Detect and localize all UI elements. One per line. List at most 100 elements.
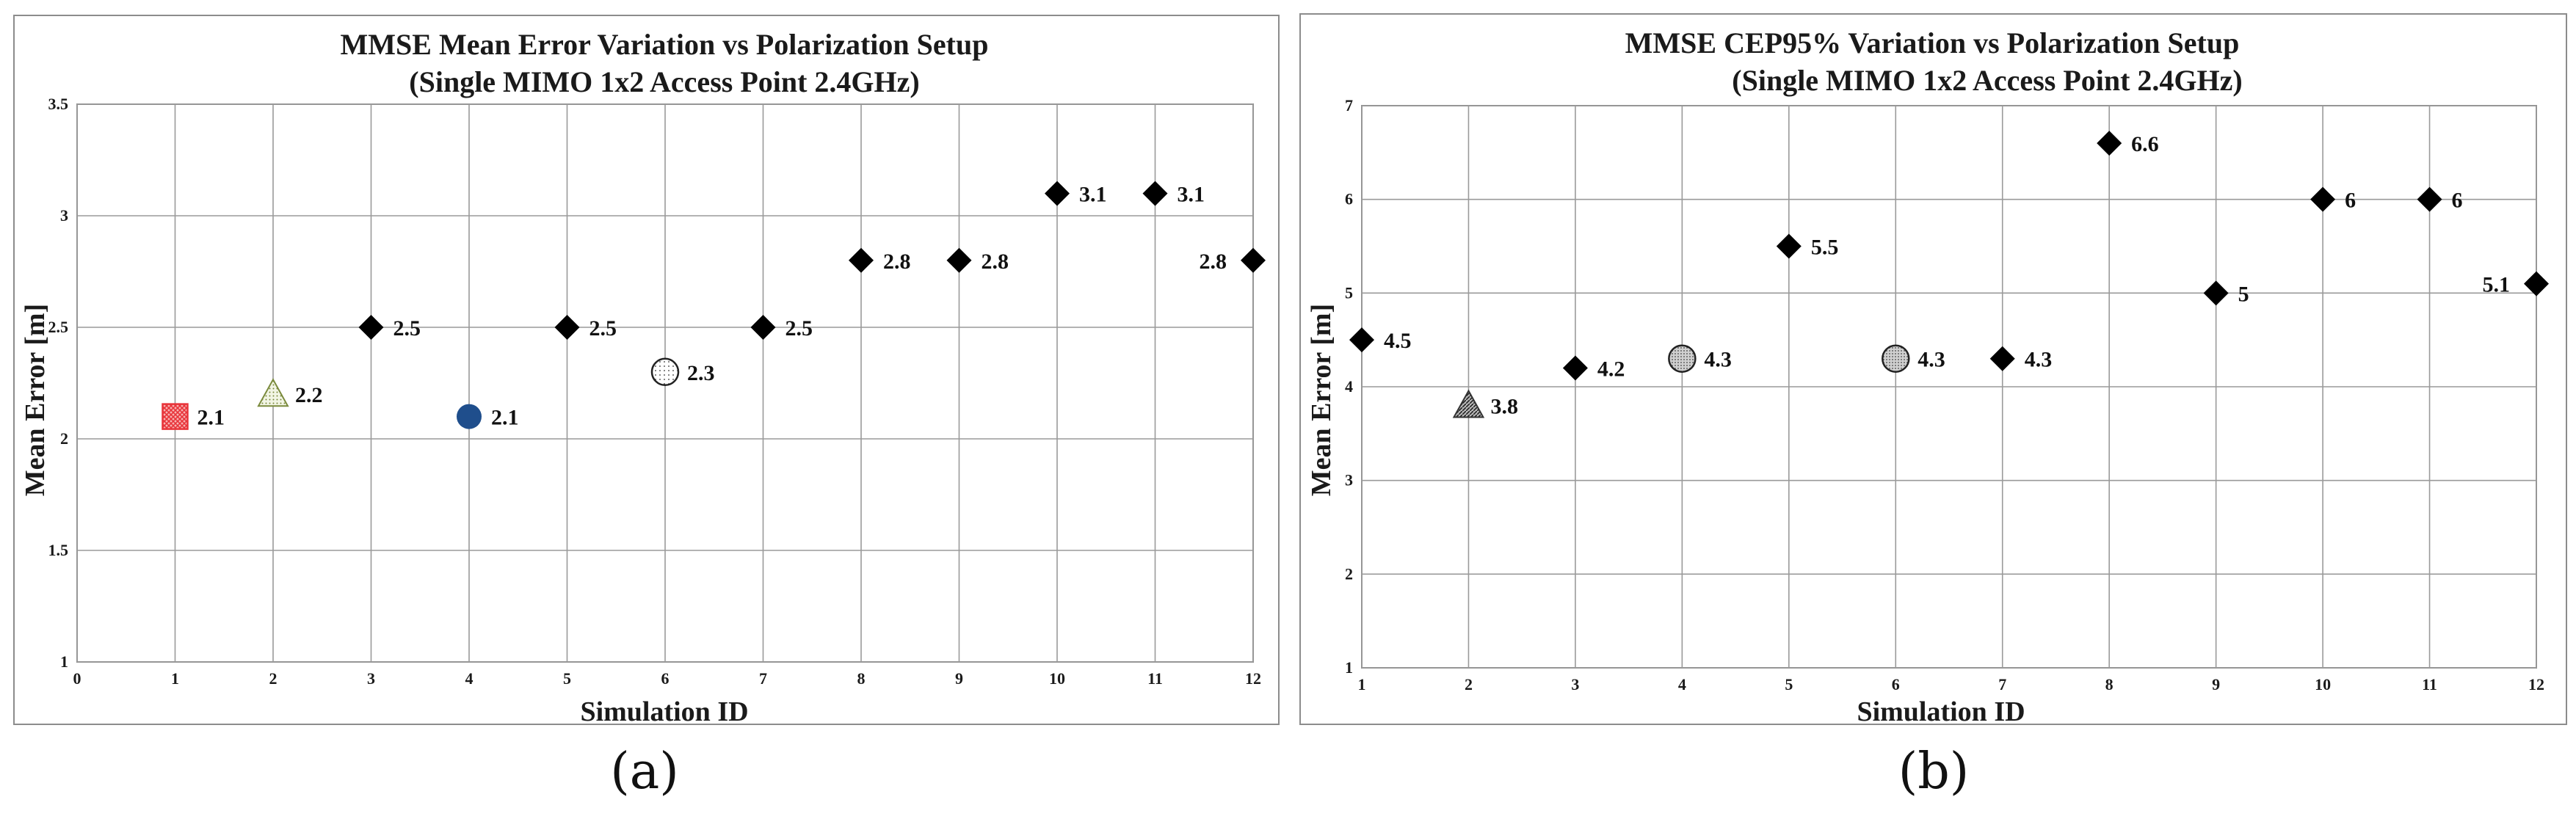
x-tick-label: 6 bbox=[1892, 675, 1900, 694]
chart-a-x-axis-title: Simulation ID bbox=[580, 696, 748, 727]
dotted-circle-marker bbox=[1668, 344, 1697, 373]
data-point-2: 3.8 bbox=[1452, 389, 1518, 419]
data-label: 5.5 bbox=[1811, 236, 1839, 260]
data-point-12: 2.8 bbox=[1200, 247, 1266, 274]
dotted-circle-marker bbox=[650, 357, 680, 387]
y-tick-label: 3 bbox=[60, 206, 68, 225]
diamond-marker bbox=[554, 315, 580, 340]
data-label: 2.2 bbox=[295, 383, 323, 407]
chart-b-title-line2: (Single MIMO 1x2 Access Point 2.4GHz) bbox=[1732, 64, 2242, 97]
data-point-1: 4.5 bbox=[1349, 327, 1412, 353]
data-label: 4.3 bbox=[1918, 348, 1945, 372]
data-label: 4.5 bbox=[1384, 329, 1412, 353]
data-point-2: 2.2 bbox=[257, 378, 323, 407]
diamond-marker bbox=[1989, 346, 2015, 371]
data-point-5: 5.5 bbox=[1776, 233, 1839, 260]
x-tick-label: 5 bbox=[1785, 675, 1793, 694]
data-point-1: 2.1 bbox=[162, 403, 225, 430]
data-point-10: 3.1 bbox=[1045, 181, 1107, 207]
diamond-marker bbox=[1045, 181, 1070, 206]
data-label: 4.3 bbox=[2025, 348, 2053, 372]
chart-a-title-line2: (Single MIMO 1x2 Access Point 2.4GHz) bbox=[409, 65, 919, 98]
data-point-10: 6 bbox=[2310, 186, 2356, 213]
diamond-marker bbox=[1241, 247, 1266, 273]
x-tick-label: 3 bbox=[1571, 675, 1579, 694]
x-tick-label: 4 bbox=[1678, 675, 1686, 694]
data-label: 6 bbox=[2452, 189, 2463, 213]
diamond-marker bbox=[2524, 271, 2549, 296]
diamond-marker bbox=[849, 247, 874, 273]
chart-b-grid bbox=[1361, 105, 2537, 669]
y-tick-label: 5 bbox=[1345, 283, 1353, 302]
data-label: 3.8 bbox=[1490, 395, 1518, 419]
data-label: 2.8 bbox=[1200, 250, 1227, 274]
data-point-6: 2.3 bbox=[650, 357, 715, 387]
x-tick-label: 12 bbox=[2528, 675, 2544, 694]
data-point-3: 2.5 bbox=[358, 315, 421, 341]
y-tick-label: 4 bbox=[1345, 377, 1353, 396]
data-point-12: 5.1 bbox=[2483, 271, 2549, 297]
data-label: 2.5 bbox=[786, 316, 813, 341]
data-label: 2.5 bbox=[589, 316, 617, 341]
diamond-marker bbox=[2417, 186, 2442, 212]
chart-panel-b: MMSE CEP95% Variation vs Polarization Se… bbox=[1299, 13, 2567, 727]
y-tick-label: 1 bbox=[1345, 658, 1353, 677]
hatched-square-marker bbox=[162, 403, 189, 430]
data-label: 3.1 bbox=[1178, 183, 1205, 207]
chart-a-points: 2.1 2.2 2.5 2.1 2.5 2.3 2.5 2.8 2.8 3.1 3.1 2.8 bbox=[162, 181, 1266, 430]
chart-b-title-line1: MMSE CEP95% Variation vs Polarization Se… bbox=[1625, 26, 2240, 59]
y-tick-label: 3 bbox=[1345, 471, 1353, 489]
chart-panel-a: MMSE Mean Error Variation vs Polarizatio… bbox=[13, 15, 1280, 727]
diamond-marker bbox=[750, 315, 776, 340]
data-point-6: 4.3 bbox=[1882, 344, 1945, 373]
y-tick-label: 2.5 bbox=[48, 318, 69, 336]
x-tick-label: 2 bbox=[1465, 675, 1473, 694]
data-label: 6 bbox=[2345, 189, 2356, 213]
data-label: 3.1 bbox=[1079, 183, 1107, 207]
figure-caption-b: (b) bbox=[1898, 743, 1970, 801]
data-point-8: 6.6 bbox=[2097, 131, 2159, 156]
chart-a-title-line1: MMSE Mean Error Variation vs Polarizatio… bbox=[341, 28, 989, 61]
data-point-5: 2.5 bbox=[554, 315, 617, 341]
data-label: 4.2 bbox=[1597, 357, 1625, 381]
circle-marker bbox=[457, 404, 482, 429]
y-tick-label: 6 bbox=[1345, 190, 1353, 208]
data-point-11: 3.1 bbox=[1142, 181, 1205, 207]
y-tick-label: 2 bbox=[1345, 564, 1353, 583]
diamond-marker bbox=[358, 315, 384, 340]
x-tick-label: 5 bbox=[563, 669, 571, 688]
x-tick-label: 2 bbox=[269, 669, 277, 688]
x-tick-label: 1 bbox=[171, 669, 179, 688]
y-tick-label: 7 bbox=[1345, 96, 1353, 114]
data-point-11: 6 bbox=[2417, 186, 2463, 213]
chart-a-y-axis-title: Mean Error [m] bbox=[20, 304, 51, 496]
x-tick-label: 10 bbox=[2315, 675, 2331, 694]
data-label: 2.5 bbox=[393, 316, 421, 341]
x-tick-label: 4 bbox=[465, 669, 474, 688]
data-point-3: 4.2 bbox=[1562, 355, 1625, 381]
data-label: 2.8 bbox=[982, 250, 1009, 274]
diamond-marker bbox=[1142, 181, 1168, 206]
x-tick-label: 11 bbox=[2422, 675, 2437, 694]
data-point-9: 5 bbox=[2203, 280, 2249, 306]
diamond-marker bbox=[2310, 186, 2336, 212]
x-tick-label: 1 bbox=[1358, 675, 1366, 694]
data-label: 6.6 bbox=[2131, 132, 2159, 156]
diamond-marker bbox=[1776, 233, 1802, 259]
x-tick-label: 9 bbox=[2212, 675, 2220, 694]
dotted-circle-marker bbox=[1882, 344, 1910, 373]
data-point-9: 2.8 bbox=[946, 247, 1009, 274]
data-label: 2.1 bbox=[197, 406, 225, 430]
data-label: 5 bbox=[2238, 282, 2249, 306]
x-tick-label: 11 bbox=[1147, 669, 1163, 688]
data-point-7: 2.5 bbox=[750, 315, 813, 341]
x-tick-label: 8 bbox=[857, 669, 866, 688]
x-tick-label: 6 bbox=[661, 669, 670, 688]
dotted-triangle-marker bbox=[257, 378, 289, 407]
chart-b-svg: MMSE CEP95% Variation vs Polarization Se… bbox=[1306, 26, 2549, 727]
chart-b-x-axis-title: Simulation ID bbox=[1857, 696, 2025, 727]
diamond-marker bbox=[946, 247, 972, 273]
data-point-4: 4.3 bbox=[1668, 344, 1732, 373]
